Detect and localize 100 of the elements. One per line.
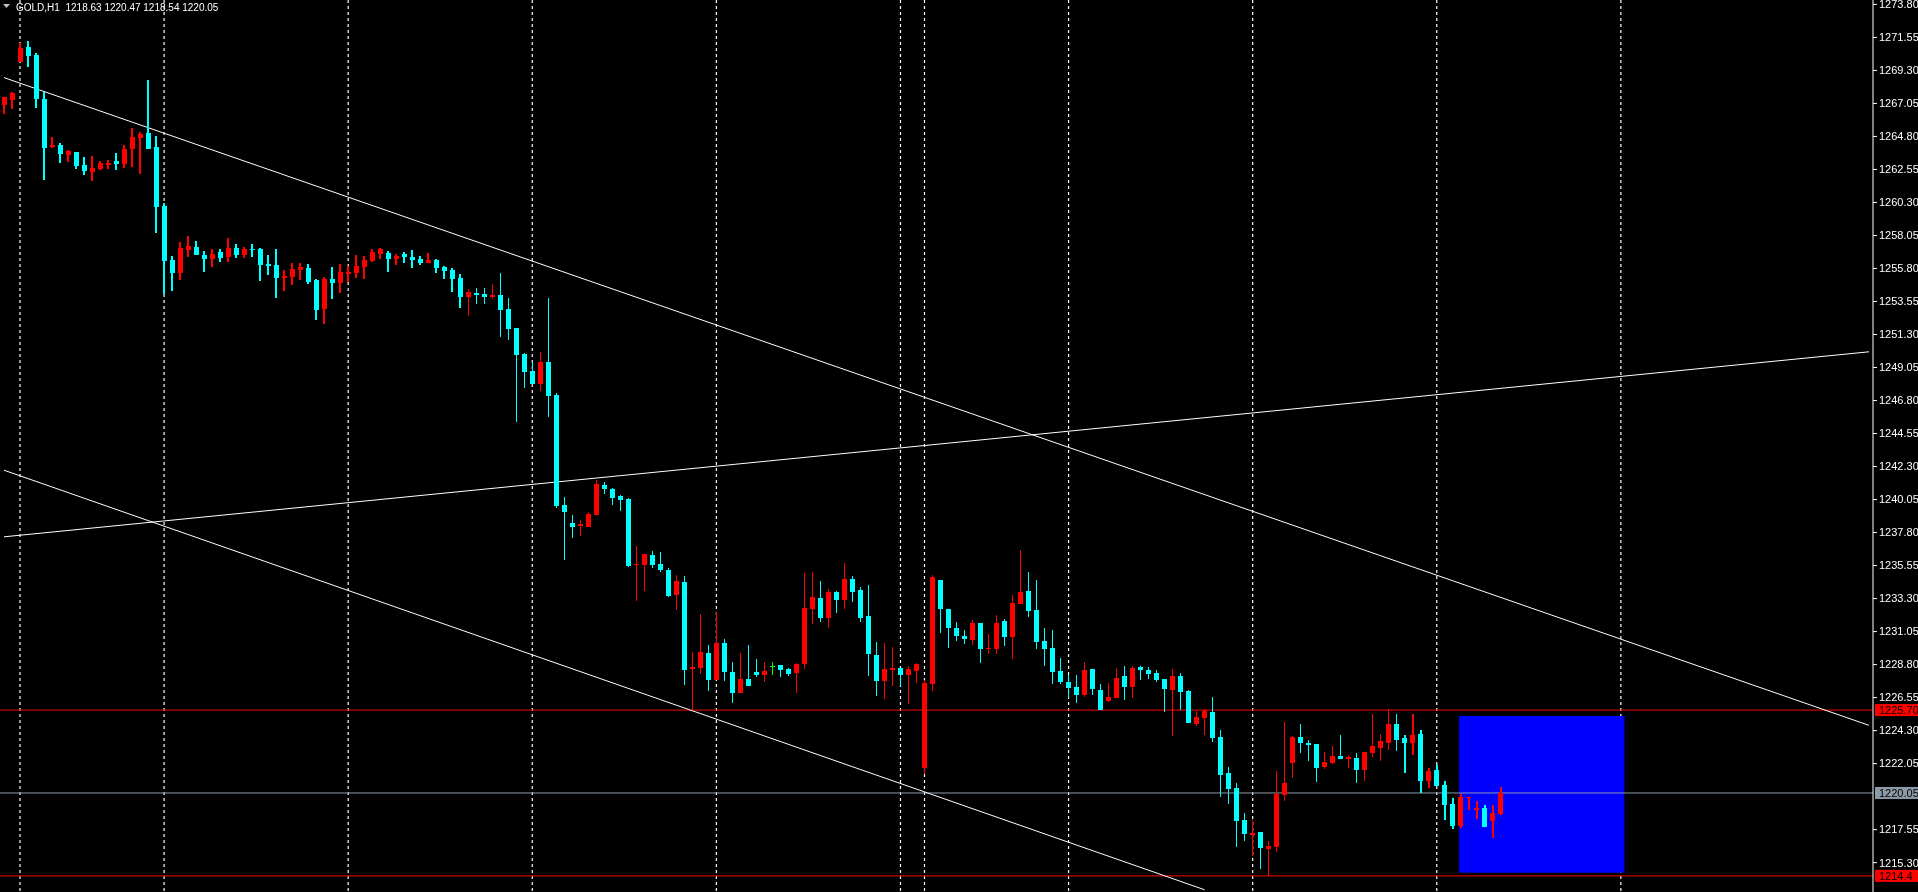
y-tick-label: 1264.80 bbox=[1879, 130, 1918, 143]
candlestick bbox=[273, 248, 279, 299]
candlestick bbox=[329, 266, 335, 300]
candlestick bbox=[1466, 796, 1472, 812]
candlestick bbox=[145, 79, 151, 150]
candlestick bbox=[1330, 745, 1336, 765]
candlestick bbox=[505, 297, 511, 341]
ref-line-label: 1220.05 bbox=[1879, 786, 1918, 799]
candlestick bbox=[1050, 629, 1056, 686]
candlestick bbox=[954, 621, 960, 643]
y-tick-label: 1269.30 bbox=[1879, 64, 1918, 77]
y-tick-label: 1246.80 bbox=[1879, 394, 1918, 407]
candlestick bbox=[89, 155, 95, 182]
candlestick bbox=[537, 351, 543, 392]
candlestick bbox=[1298, 723, 1304, 754]
candlestick bbox=[1410, 713, 1416, 757]
candlestick bbox=[121, 144, 127, 169]
candlestick bbox=[105, 159, 111, 170]
candlestick bbox=[1442, 780, 1448, 822]
y-tick-label: 1224.30 bbox=[1879, 724, 1918, 737]
candlestick bbox=[1090, 668, 1096, 697]
candlestick bbox=[209, 248, 215, 268]
candlestick bbox=[1026, 571, 1032, 618]
y-tick-label: 1262.55 bbox=[1879, 163, 1918, 176]
candlestick bbox=[1370, 713, 1376, 758]
y-tick-label: 1222.05 bbox=[1879, 757, 1918, 770]
y-tick-label: 1235.55 bbox=[1879, 559, 1918, 572]
candlestick bbox=[265, 254, 271, 276]
candlestick bbox=[1378, 733, 1384, 762]
candlestick bbox=[401, 251, 407, 264]
candlestick bbox=[1122, 665, 1128, 701]
chart-title: GOLD,H1 1218.63 1220.47 1218.54 1220.05 bbox=[16, 2, 219, 13]
candlestick bbox=[25, 40, 31, 68]
candlestick bbox=[49, 136, 55, 150]
candlestick bbox=[561, 496, 567, 562]
candlestick bbox=[1074, 674, 1080, 705]
candlestick bbox=[169, 255, 175, 292]
candlestick bbox=[817, 580, 823, 624]
candlestick bbox=[281, 269, 287, 292]
y-tick-label: 1260.30 bbox=[1879, 196, 1918, 209]
candlestick bbox=[425, 252, 431, 264]
candlestick bbox=[1490, 804, 1496, 839]
candlestick bbox=[1402, 734, 1408, 774]
candlestick bbox=[1226, 766, 1232, 806]
candlestick bbox=[753, 658, 759, 679]
candlestick bbox=[81, 156, 87, 176]
candlestick bbox=[1242, 812, 1248, 842]
candlestick bbox=[986, 633, 992, 656]
y-tick-label: 1267.05 bbox=[1879, 97, 1918, 110]
candlestick bbox=[889, 646, 895, 688]
candlestick bbox=[353, 254, 359, 279]
candlestick bbox=[497, 272, 503, 338]
candlestick bbox=[385, 250, 391, 273]
candlestick bbox=[1394, 713, 1400, 752]
candlestick bbox=[657, 551, 663, 574]
candlestick bbox=[465, 288, 471, 317]
candlestick bbox=[569, 514, 575, 540]
candlestick bbox=[913, 662, 919, 685]
candlestick bbox=[201, 250, 207, 273]
y-tick-label: 1244.55 bbox=[1879, 427, 1918, 440]
y-tick-label: 1231.05 bbox=[1879, 625, 1918, 638]
candlestick bbox=[737, 652, 743, 695]
candlestick bbox=[729, 661, 735, 705]
y-tick-label: 1215.30 bbox=[1879, 856, 1918, 869]
candlestick bbox=[905, 665, 911, 706]
candlestick bbox=[57, 142, 63, 164]
candlestick bbox=[1306, 739, 1312, 762]
candlestick bbox=[1450, 797, 1456, 830]
candlestick bbox=[137, 131, 143, 175]
candlestick bbox=[409, 249, 415, 269]
candlestick bbox=[361, 255, 367, 280]
candlestick bbox=[225, 237, 231, 263]
candlestick bbox=[297, 262, 303, 281]
candlestick bbox=[1018, 549, 1024, 606]
y-tick-label: 1240.05 bbox=[1879, 493, 1918, 506]
candlestick bbox=[793, 662, 799, 695]
candlestick bbox=[457, 273, 463, 309]
candlestick bbox=[257, 247, 263, 282]
candlestick bbox=[113, 152, 119, 171]
y-tick-label: 1253.55 bbox=[1879, 295, 1918, 308]
candlestick bbox=[1058, 657, 1064, 686]
candlestick bbox=[1498, 786, 1504, 816]
candlestick bbox=[1250, 819, 1256, 857]
candlestick bbox=[833, 590, 839, 615]
candlestick bbox=[393, 253, 399, 266]
candlestick bbox=[641, 553, 647, 593]
candlestick bbox=[521, 352, 527, 389]
candlestick bbox=[1162, 678, 1168, 714]
candlestick bbox=[849, 575, 855, 604]
y-tick-label: 1255.80 bbox=[1879, 262, 1918, 275]
candlestick bbox=[1474, 800, 1480, 820]
candlestick bbox=[1042, 627, 1048, 667]
candlestick bbox=[449, 267, 455, 293]
candlestick bbox=[881, 642, 887, 701]
y-tick-label: 1237.80 bbox=[1879, 526, 1918, 539]
y-tick-label: 1242.30 bbox=[1879, 460, 1918, 473]
y-tick-label: 1226.55 bbox=[1879, 691, 1918, 704]
y-tick-label: 1251.30 bbox=[1879, 328, 1918, 341]
candlestick bbox=[761, 661, 767, 684]
y-tick-label: 1249.05 bbox=[1879, 361, 1918, 374]
